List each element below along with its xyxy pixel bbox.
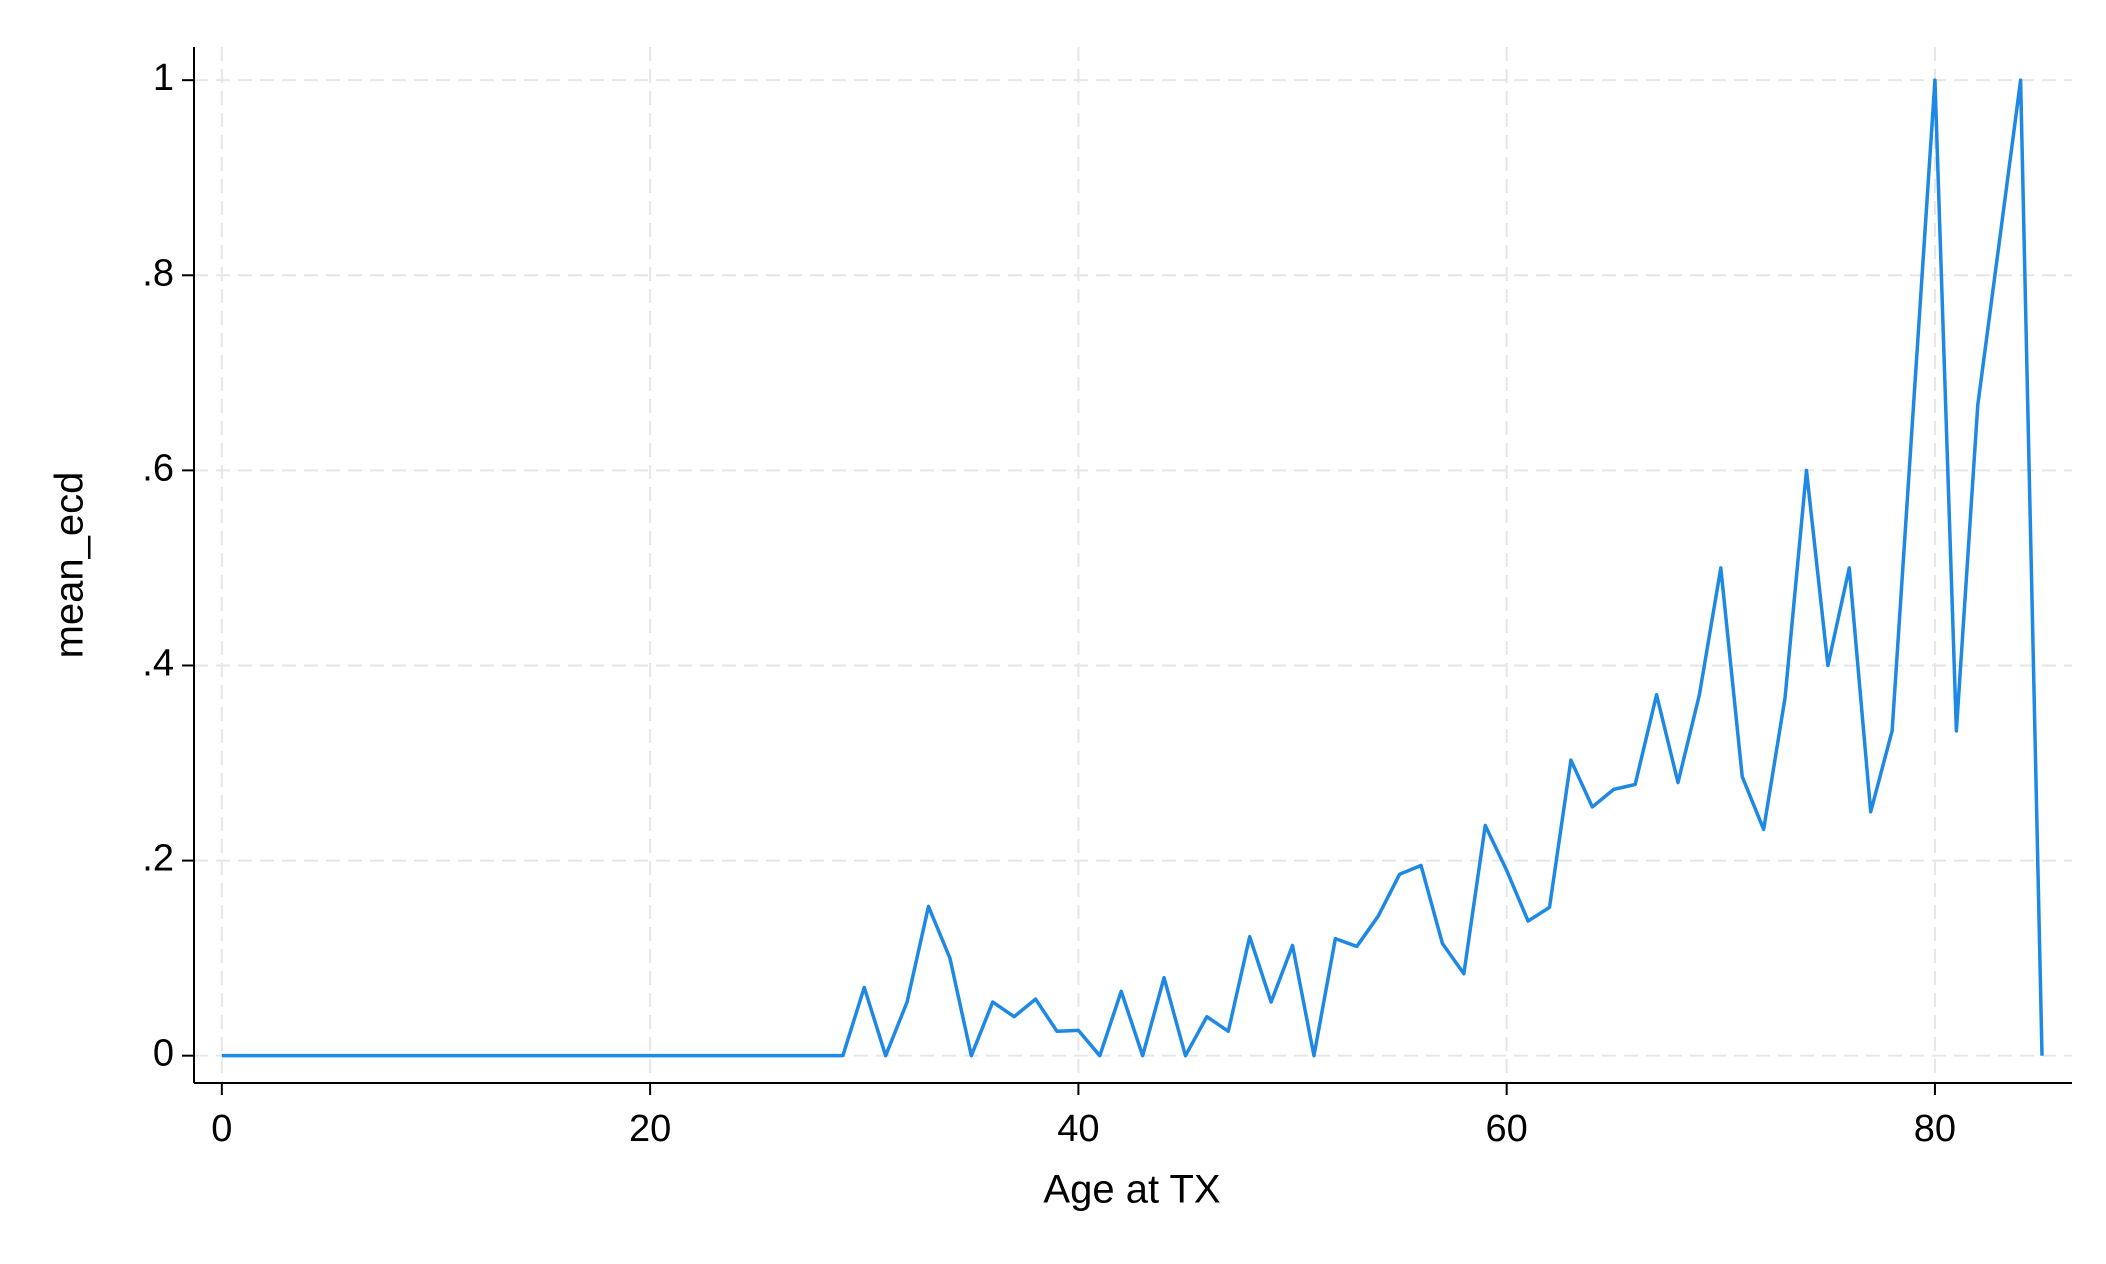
y-tick-label: .2	[142, 838, 174, 880]
x-tick-label: 20	[629, 1108, 671, 1150]
y-tick-label: .6	[142, 447, 174, 489]
x-tick-label: 80	[1914, 1108, 1956, 1150]
x-tick-label: 40	[1057, 1108, 1099, 1150]
y-tick-label: 0	[153, 1033, 174, 1075]
y-tick-label: .4	[142, 643, 174, 685]
y-tick-label: 1	[153, 57, 174, 99]
data-line	[221, 78, 2044, 1058]
x-tick-label: 0	[211, 1108, 232, 1150]
y-axis-label: mean_ecd	[48, 472, 92, 659]
x-axis-label: Age at TX	[1043, 1168, 1220, 1212]
x-tick-label: 60	[1486, 1108, 1528, 1150]
y-tick-label: .8	[142, 252, 174, 294]
